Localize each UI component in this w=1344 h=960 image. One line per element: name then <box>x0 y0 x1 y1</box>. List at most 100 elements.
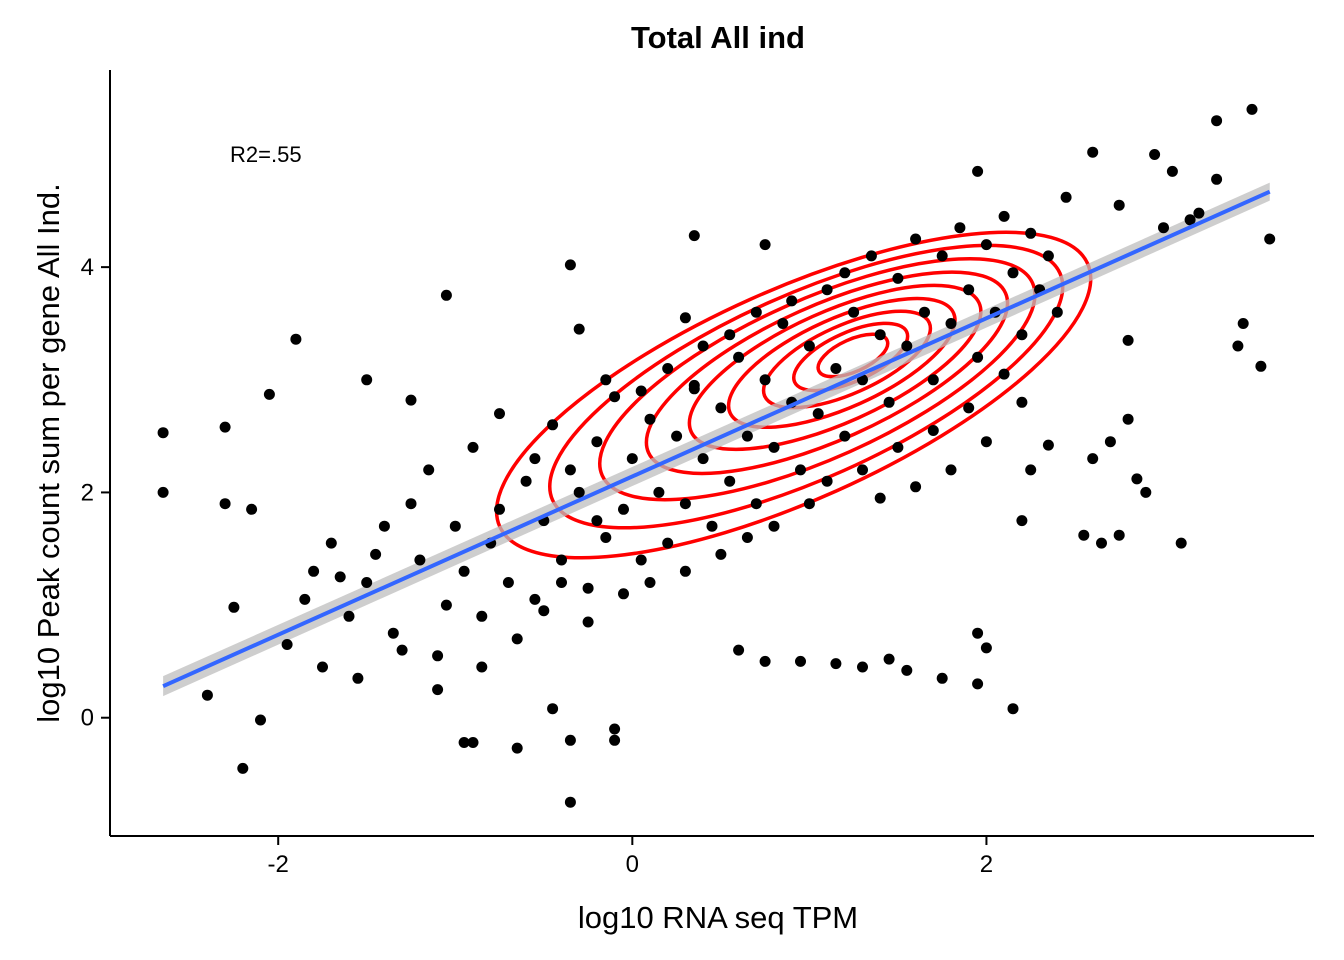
data-point <box>1051 306 1063 318</box>
data-point <box>609 723 621 735</box>
data-point <box>1232 340 1244 352</box>
density-contours <box>494 230 1093 560</box>
data-point <box>529 453 541 465</box>
data-point <box>980 642 992 654</box>
data-point <box>786 295 798 307</box>
data-point <box>1087 453 1099 465</box>
data-point <box>237 762 249 774</box>
data-point <box>1078 529 1090 541</box>
data-point <box>405 498 417 510</box>
data-point <box>927 425 939 436</box>
data-point <box>1211 115 1223 127</box>
data-point <box>343 610 355 622</box>
data-point <box>511 633 523 645</box>
data-point <box>361 577 373 588</box>
data-point <box>901 340 913 352</box>
data-point <box>1042 250 1054 262</box>
data-point <box>688 230 700 242</box>
data-point <box>759 239 771 251</box>
data-point <box>600 532 612 543</box>
x-axis-ticks: -2 0 2 <box>268 836 993 878</box>
data-point <box>370 548 382 560</box>
data-point <box>494 408 505 420</box>
x-tick-label: 0 <box>626 851 639 878</box>
r2-annotation: R2=.55 <box>230 142 302 167</box>
data-point <box>795 655 806 667</box>
data-point <box>618 588 629 600</box>
data-point <box>547 419 559 431</box>
data-point <box>936 672 948 684</box>
data-point <box>378 520 390 532</box>
data-point <box>556 554 567 566</box>
data-point <box>1140 486 1152 498</box>
data-point <box>1122 413 1134 425</box>
data-point <box>812 408 824 420</box>
data-point <box>963 402 975 414</box>
density-contour <box>761 309 933 410</box>
data-point <box>1007 703 1019 715</box>
data-point <box>972 627 984 639</box>
data-point <box>609 391 621 403</box>
data-point <box>263 388 275 400</box>
data-point <box>972 165 984 177</box>
y-axis-ticks: 0 2 4 <box>81 254 110 732</box>
data-point <box>440 599 452 611</box>
data-point <box>715 548 727 560</box>
data-point <box>564 796 576 808</box>
data-point <box>821 284 833 296</box>
data-point <box>609 734 621 746</box>
data-point <box>688 379 700 391</box>
data-point <box>476 610 488 622</box>
data-point <box>830 363 842 374</box>
density-contour <box>598 256 1037 502</box>
x-tick-label: -2 <box>268 851 289 878</box>
data-point <box>857 464 868 476</box>
data-point <box>697 453 709 465</box>
data-point <box>591 515 603 527</box>
data-point <box>1255 360 1267 372</box>
data-point <box>733 351 745 363</box>
data-point <box>671 430 683 442</box>
data-point <box>741 430 753 442</box>
data-point <box>1007 267 1019 279</box>
data-point <box>308 565 320 577</box>
data-point <box>919 306 930 318</box>
data-point <box>848 306 860 318</box>
data-point <box>556 577 567 588</box>
data-point <box>1131 473 1143 485</box>
data-points <box>157 103 1276 808</box>
data-point <box>697 340 709 352</box>
data-point <box>679 312 691 324</box>
data-point <box>724 475 736 487</box>
data-point <box>520 475 532 487</box>
data-point <box>228 601 240 613</box>
data-point <box>1113 529 1125 541</box>
data-point <box>635 554 647 566</box>
data-point <box>1016 515 1028 527</box>
data-point <box>768 520 780 532</box>
data-point <box>980 436 992 448</box>
data-point <box>1087 146 1099 158</box>
data-point <box>795 464 806 476</box>
data-point <box>494 503 505 515</box>
data-point <box>972 678 984 690</box>
y-tick-label: 2 <box>81 479 94 506</box>
data-point <box>927 374 939 386</box>
data-point <box>759 374 771 386</box>
data-point <box>1016 396 1028 408</box>
data-point <box>892 441 904 453</box>
data-point <box>998 368 1010 380</box>
data-point <box>998 210 1010 222</box>
data-point <box>591 436 603 448</box>
data-point <box>830 658 842 670</box>
data-point <box>883 653 895 665</box>
data-point <box>954 222 966 234</box>
data-point <box>777 318 789 329</box>
data-point <box>733 644 745 656</box>
data-point <box>458 565 470 577</box>
data-point <box>538 605 550 617</box>
data-point <box>910 481 922 493</box>
y-tick-label: 0 <box>81 705 94 732</box>
data-point <box>582 616 594 628</box>
data-point <box>715 402 727 414</box>
